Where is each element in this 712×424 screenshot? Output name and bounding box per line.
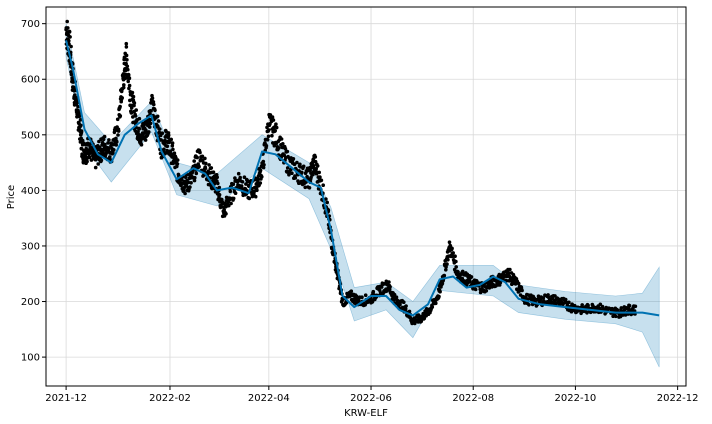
- y-tick-label: 400: [21, 186, 40, 197]
- ticks-layer: 2021-12 2022-02 2022-04 2022-06 2022-08 2022-…: [21, 19, 699, 404]
- y-tick-label: 500: [21, 130, 40, 141]
- y-tick-label: 300: [21, 241, 40, 252]
- observed-point: [267, 112, 278, 148]
- x-tick-label: 2022-06: [350, 393, 392, 404]
- observed-point: [506, 267, 519, 287]
- observed-point: [448, 243, 460, 280]
- y-tick-label: 600: [21, 75, 40, 86]
- x-tick-label: 2022-10: [555, 393, 597, 404]
- grid-layer: [46, 7, 686, 386]
- observed-point: [124, 45, 133, 115]
- observed-point: [215, 175, 226, 219]
- x-axis-label: KRW-ELF: [344, 408, 388, 419]
- observed-point: [129, 90, 138, 133]
- observed-point: [77, 111, 85, 159]
- observed-point: [546, 294, 562, 307]
- observed-point: [169, 141, 180, 184]
- observed-point: [402, 304, 415, 326]
- x-tick-label: 2022-02: [149, 393, 191, 404]
- observed-point: [84, 136, 92, 164]
- x-tick-label: 2022-12: [657, 393, 699, 404]
- y-tick-label: 100: [21, 353, 40, 364]
- forecast-line: [65, 40, 660, 317]
- observed-point: [164, 131, 174, 165]
- observed-point: [312, 153, 323, 196]
- y-axis-label: Price: [6, 185, 17, 209]
- y-tick-label: 200: [21, 297, 40, 308]
- observed-point: [116, 73, 125, 137]
- x-tick-label: 2022-08: [452, 393, 494, 404]
- observed-point: [349, 289, 361, 307]
- x-tick-label: 2021-12: [45, 393, 87, 404]
- x-tick-label: 2022-04: [248, 393, 290, 404]
- observed-point: [144, 101, 154, 138]
- plot-frame: [45, 6, 687, 387]
- observed-point: [253, 164, 264, 199]
- forecast-line-layer: [65, 40, 660, 317]
- observed-point: [489, 272, 502, 289]
- y-tick-label: 700: [21, 19, 40, 30]
